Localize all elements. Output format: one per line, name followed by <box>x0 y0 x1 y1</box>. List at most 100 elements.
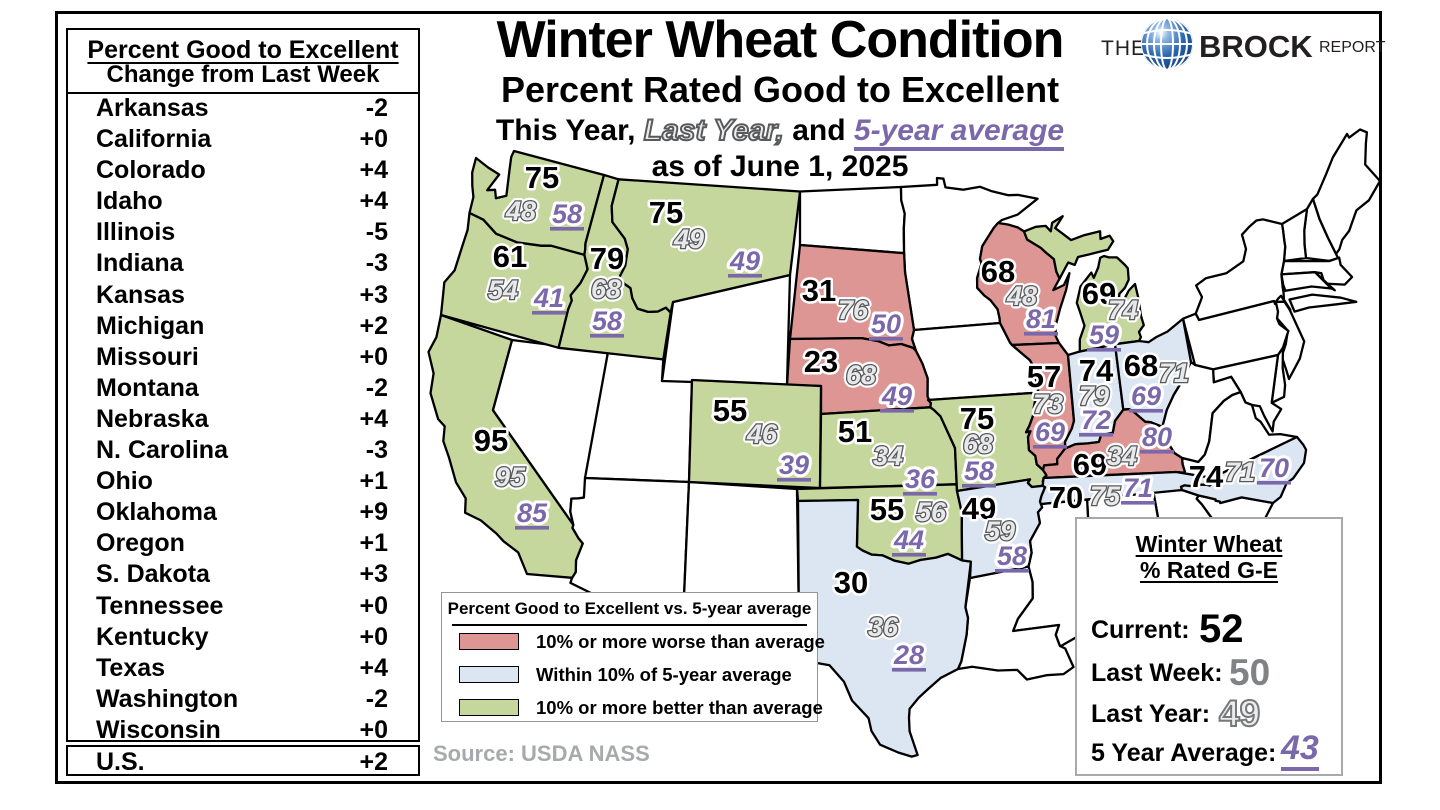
us-change-value: +2 <box>359 748 388 776</box>
state-name: Illinois <box>96 218 176 247</box>
state-change-value: -2 <box>365 684 388 713</box>
map-label-lastyear-tx-halo: 36 <box>868 612 899 642</box>
map-label-lastyear-ok: 56 <box>916 497 947 527</box>
map-label-avg-or-halo: 41 <box>533 283 564 313</box>
map-label-lastyear-sd-halo: 76 <box>838 295 869 325</box>
map-label-avg-sd: 50 <box>871 309 901 339</box>
map-label-current-or-halo: 61 <box>493 239 527 274</box>
change-table-row: Montana -2 <box>68 374 418 405</box>
change-table-row: Tennessee +0 <box>68 592 418 623</box>
map-label-avg-underline-mt <box>728 274 762 278</box>
map-label-avg-ok: 44 <box>893 525 924 555</box>
state-mi <box>1075 254 1145 353</box>
logo-report-text: REPORT <box>1319 39 1386 56</box>
map-label-avg-ok-halo: 44 <box>893 525 924 555</box>
map-label-current-tx-halo: 30 <box>834 565 868 600</box>
state-name: California <box>96 125 212 154</box>
legend-label: 10% or more better than average <box>536 697 823 718</box>
map-label-lastyear-mi-halo: 74 <box>1108 295 1138 325</box>
map-label-avg-in: 72 <box>1081 405 1111 435</box>
map-label-avg-co-halo: 39 <box>779 450 809 480</box>
map-label-avg-mt-halo: 49 <box>729 246 760 276</box>
map-label-avg-underline-or <box>532 311 566 315</box>
map-label-avg-underline-tx <box>892 668 926 672</box>
map-label-avg-oh: 69 <box>1131 381 1161 411</box>
map-label-lastyear-ks: 34 <box>873 441 903 471</box>
summary-title-line2: % Rated G-E <box>1139 557 1279 583</box>
map-label-avg-ne: 49 <box>881 381 912 411</box>
page-subtitle: Percent Rated Good to Excellent <box>500 69 1060 110</box>
map-label-avg-sd-halo: 50 <box>871 309 901 339</box>
map-label-avg-underline-mo <box>962 484 996 488</box>
map-label-avg-underline-ks <box>903 492 937 496</box>
map-label-current-id: 79 <box>590 241 624 276</box>
map-label-avg-underline-wi <box>1024 332 1058 336</box>
map-label-current-wa-halo: 75 <box>525 160 559 195</box>
current-value: 52 <box>1199 607 1244 651</box>
map-label-avg-underline-ne <box>880 409 914 413</box>
map-label-lastyear-id: 68 <box>591 274 621 304</box>
map-label-lastyear-tn: 75 <box>1090 481 1121 511</box>
map-label-current-co: 55 <box>713 393 747 428</box>
map-label-current-wi: 68 <box>981 254 1015 289</box>
state-name: Colorado <box>96 156 206 185</box>
map-label-current-tn: 70 <box>1049 480 1083 515</box>
map-label-lastyear-or-halo: 54 <box>488 275 518 305</box>
map-label-current-nc: 74 <box>1189 459 1224 494</box>
map-label-avg-ca: 85 <box>517 498 548 528</box>
map-label-current-wi-halo: 68 <box>981 254 1015 289</box>
map-label-current-or: 61 <box>493 239 527 274</box>
state-change-value: +1 <box>359 529 388 558</box>
state-change-value: +0 <box>359 622 388 651</box>
last-year-value: 49 <box>1218 692 1261 735</box>
state-name: S. Dakota <box>96 560 210 589</box>
this-year-label: This Year, <box>495 114 636 147</box>
map-label-avg-nc: 70 <box>1259 453 1289 483</box>
state-mi_up <box>1022 215 1115 280</box>
change-table-row: N. Carolina -3 <box>68 436 418 467</box>
state-name: Texas <box>96 653 166 682</box>
change-table: Percent Good to Excellent Change from La… <box>66 28 420 744</box>
state-change-value: +4 <box>359 404 388 433</box>
map-label-avg-tx: 28 <box>893 640 924 670</box>
change-table-row: Oregon +1 <box>68 529 418 560</box>
state-name: Oklahoma <box>96 498 217 527</box>
map-label-lastyear-id-halo: 68 <box>591 274 621 304</box>
map-label-avg-wi: 81 <box>1026 304 1056 334</box>
legend-label: 10% or more worse than average <box>536 631 825 652</box>
title-block: Winter Wheat Condition Percent Rated Goo… <box>430 14 1130 182</box>
state-name: Indiana <box>96 249 184 278</box>
legend-swatch-better <box>459 699 519 716</box>
map-legend: Percent Good to Excellent vs. 5-year ave… <box>441 592 825 722</box>
map-label-avg-underline-ok <box>892 553 926 557</box>
map-label-current-sd: 31 <box>802 273 836 308</box>
state-ca <box>427 313 584 579</box>
state-name: Washington <box>96 684 239 713</box>
map-label-lastyear-oh-halo: 71 <box>1159 358 1189 388</box>
state-name: Wisconsin <box>96 715 221 744</box>
map-label-avg-il-halo: 69 <box>1035 417 1065 447</box>
map-label-current-nc-halo: 74 <box>1189 459 1224 494</box>
map-label-lastyear-co-halo: 46 <box>746 419 778 449</box>
map-label-lastyear-mi: 74 <box>1108 295 1138 325</box>
state-change-value: +0 <box>359 125 388 154</box>
map-label-current-tn-halo: 70 <box>1049 480 1083 515</box>
state-name: N. Carolina <box>96 436 228 465</box>
map-label-current-tx: 30 <box>834 565 868 600</box>
map-label-avg-mi: 59 <box>1089 320 1119 350</box>
map-label-lastyear-mo-halo: 68 <box>963 429 993 459</box>
map-label-lastyear-ne: 68 <box>846 360 876 390</box>
last-year-label: Last Year, <box>643 114 785 147</box>
map-label-lastyear-ne-halo: 68 <box>846 360 876 390</box>
map-label-current-ca: 95 <box>474 423 508 458</box>
map-label-avg-underline-mi <box>1087 348 1121 352</box>
legend-swatch-within <box>459 666 519 683</box>
map-label-avg-underline-co <box>777 478 811 482</box>
state-change-value: +4 <box>359 653 388 682</box>
map-label-avg-wa-halo: 58 <box>552 199 582 229</box>
map-label-avg-underline-in <box>1079 433 1113 437</box>
state-name: Idaho <box>96 187 163 216</box>
map-label-avg-ks: 36 <box>905 464 936 494</box>
map-label-current-ne-halo: 23 <box>804 344 838 379</box>
